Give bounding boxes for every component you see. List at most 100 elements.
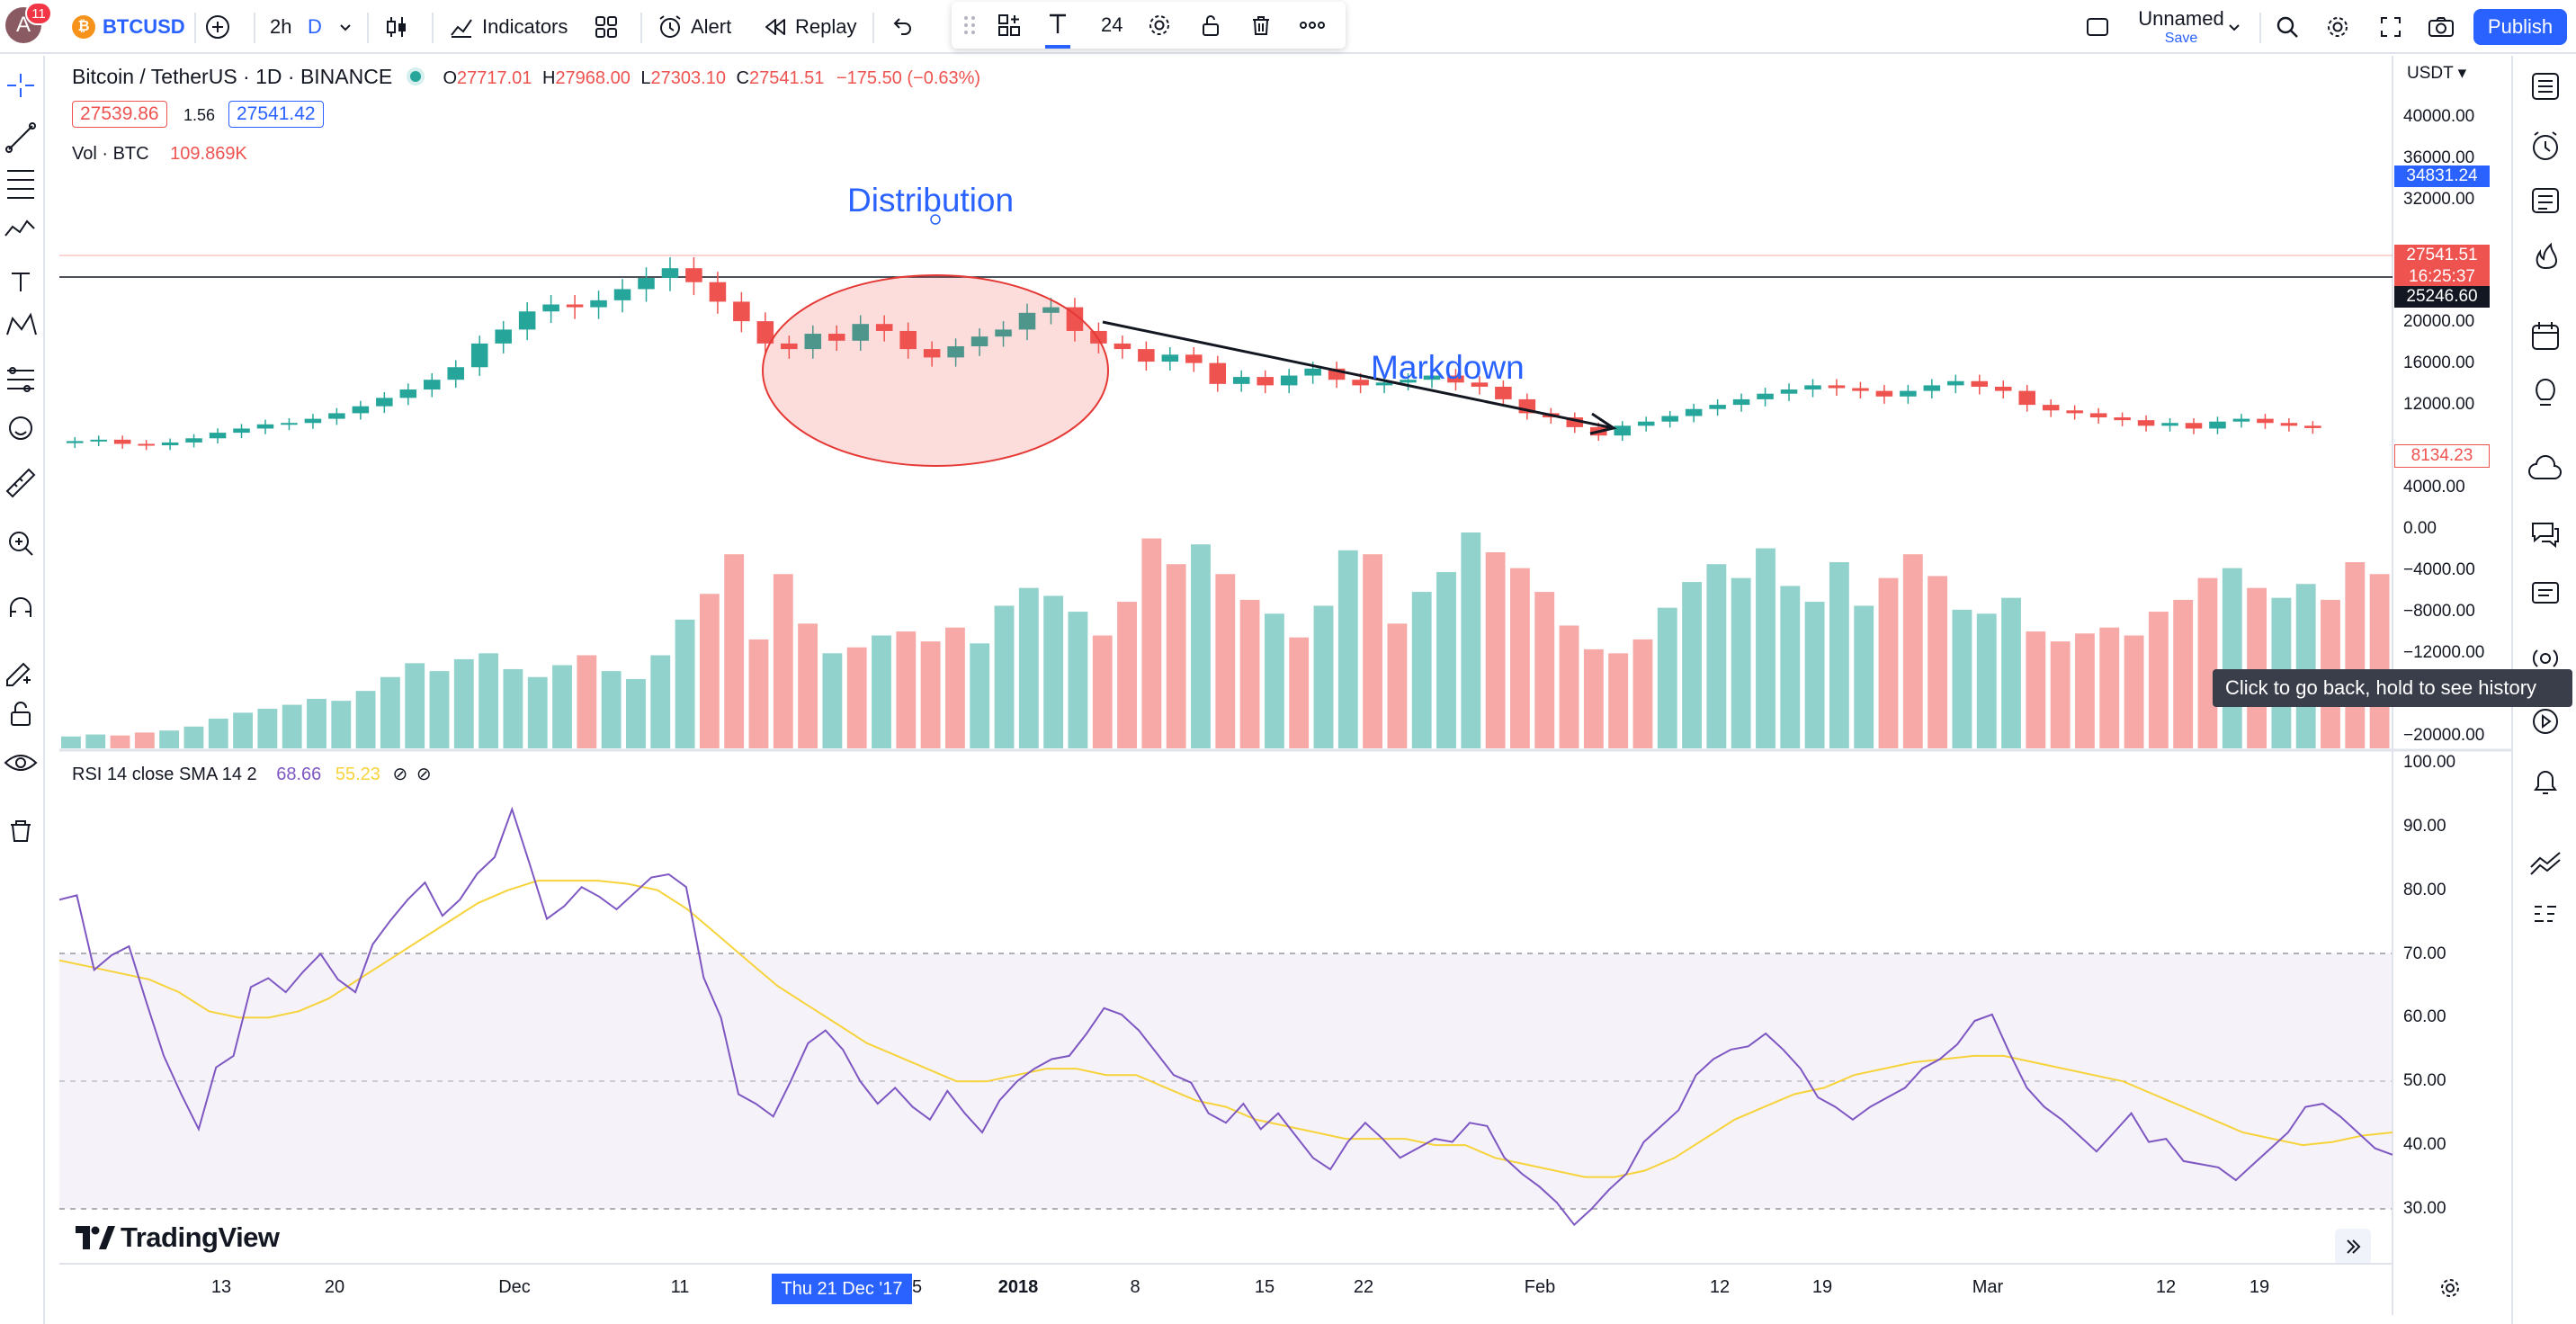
symbol-legend[interactable]: Bitcoin / TetherUS · 1D · BINANCE O27717… [72,65,980,89]
drag-handle[interactable] [962,2,977,49]
square-icon [2087,18,2108,36]
distribution-label[interactable]: Distribution [847,182,1015,219]
font-size-select[interactable]: 24 [1101,2,1123,49]
screenshot-button[interactable] [2427,0,2455,54]
data-window-icon[interactable] [2532,188,2559,213]
volume-legend[interactable]: Vol · BTC 109.869K [72,144,247,165]
candle-body [1685,408,1703,416]
currency-select[interactable]: USDT ▾ [2407,64,2467,83]
magnet-icon[interactable] [10,597,31,617]
text-tool-icon[interactable] [12,273,30,291]
forecast-icon[interactable] [7,367,34,392]
symbol-search-button[interactable]: ₿ BTCUSD [72,0,185,54]
text-color-button[interactable] [1045,2,1070,49]
time-axis[interactable]: 13 20 Dec 11 2018 8 15 22 Feb 12 19 Mar 12 19 5 [59,1265,2393,1313]
candle-body [1875,390,1893,397]
trading-panel-icon[interactable] [2530,852,2561,875]
publish-button[interactable]: Publish [2473,9,2567,45]
candle [2089,407,2107,424]
trash-icon[interactable] [11,820,31,842]
crosshair-icon[interactable] [7,74,34,97]
alert-button[interactable]: Alert [657,0,731,54]
ask-box[interactable]: 27541.42 [228,101,324,128]
markdown-label[interactable]: Markdown [1371,349,1525,386]
candle-body [2304,425,2321,428]
time-axis-settings-button[interactable] [2437,1275,2463,1305]
candle-body [1637,421,1655,426]
watchlist-icon[interactable] [2532,73,2559,100]
text-anchor-handle[interactable] [930,214,941,225]
undo-button[interactable] [889,0,914,54]
bid-box[interactable]: 27539.86 [72,101,167,128]
ideas-lightbulb-icon[interactable] [2536,378,2555,406]
fib-retracement-icon[interactable] [7,170,34,199]
eye-icon[interactable] [4,755,38,771]
volume-bar [1436,572,1456,748]
broadcast-icon[interactable] [2533,709,2558,734]
object-tree-button[interactable] [997,2,1022,49]
tradingview-logo[interactable]: TradingView [76,1221,280,1254]
open-value: 27717.01 [457,68,532,88]
lock-icon[interactable] [11,702,31,726]
settings-button[interactable] [2324,0,2351,54]
price-tick-label: 20000.00 [2403,312,2475,331]
candle-body [1971,380,1989,387]
candle [90,435,107,446]
ruler-icon[interactable] [5,468,36,498]
candle-body [399,389,417,398]
prediction-icon[interactable] [6,312,37,335]
candle-body [899,330,917,350]
pattern-icon[interactable] [4,219,35,237]
interval-2h-button[interactable]: 2h [270,0,291,54]
rsi-legend[interactable]: RSI 14 close SMA 14 2 68.66 55.23 ⊘ ⊘ [72,763,432,785]
notifications-bell-icon[interactable] [2534,771,2557,794]
scroll-to-realtime-button[interactable] [2335,1229,2371,1265]
drawing-settings-button[interactable] [1146,2,1173,49]
volume-bar [724,554,745,748]
dom-icon[interactable] [2535,906,2556,922]
indicators-button[interactable]: Indicators [448,0,568,54]
candle [304,414,322,429]
price-tick-label: −4000.00 [2403,560,2475,579]
interval-d-button[interactable]: D [308,0,322,54]
streams-icon[interactable] [2532,649,2559,667]
templates-button[interactable] [594,0,619,54]
markdown-arrow[interactable] [1102,320,1617,435]
candle [209,428,227,444]
search-button[interactable] [2274,0,2301,54]
chart-type-button[interactable] [383,0,410,54]
draw-mode-icon[interactable] [6,662,31,686]
layout-checkbox[interactable] [2085,0,2110,54]
volume-bar [2148,612,2169,748]
candle [1875,384,1893,404]
fullscreen-button[interactable] [2378,0,2403,54]
price-axis[interactable]: USDT ▾ 40000.00 36000.00 32000.00 20000.00 1… [2393,56,2511,1263]
alerts-clock-icon[interactable] [2533,131,2558,160]
emoji-icon[interactable] [9,416,32,440]
chats-icon[interactable] [2532,523,2559,549]
chart-canvas[interactable] [59,56,2511,1315]
lock-drawing-button[interactable] [1198,2,1223,49]
layout-dropdown[interactable] [2227,0,2241,54]
messages-icon[interactable] [2532,582,2559,604]
chart-area[interactable]: Bitcoin / TetherUS · 1D · BINANCE O27717… [59,56,2511,1315]
symbol-label: BTCUSD [103,15,185,38]
cloud-chat-icon[interactable] [2528,455,2562,479]
volume-bar [1166,564,1186,748]
distribution-ellipse[interactable] [762,274,1109,467]
compare-symbol-button[interactable] [205,0,230,54]
candle-body [970,336,988,346]
trend-line-icon[interactable] [5,122,36,153]
candle-body [923,349,941,358]
zoom-in-icon[interactable] [9,532,33,556]
time-tick-label: 11 [670,1277,690,1297]
hotlist-fire-icon[interactable] [2536,242,2558,270]
more-options-button[interactable] [1299,2,1326,49]
interval-dropdown[interactable] [338,0,353,54]
delete-drawing-button[interactable] [1248,2,1274,49]
layout-name-button[interactable]: Unnamed Save [2132,7,2231,47]
volume-bar [2124,635,2144,748]
time-tick-label: 15 [1254,1277,1275,1297]
calendar-icon[interactable] [2532,322,2559,350]
replay-button[interactable]: Replay [763,0,856,54]
